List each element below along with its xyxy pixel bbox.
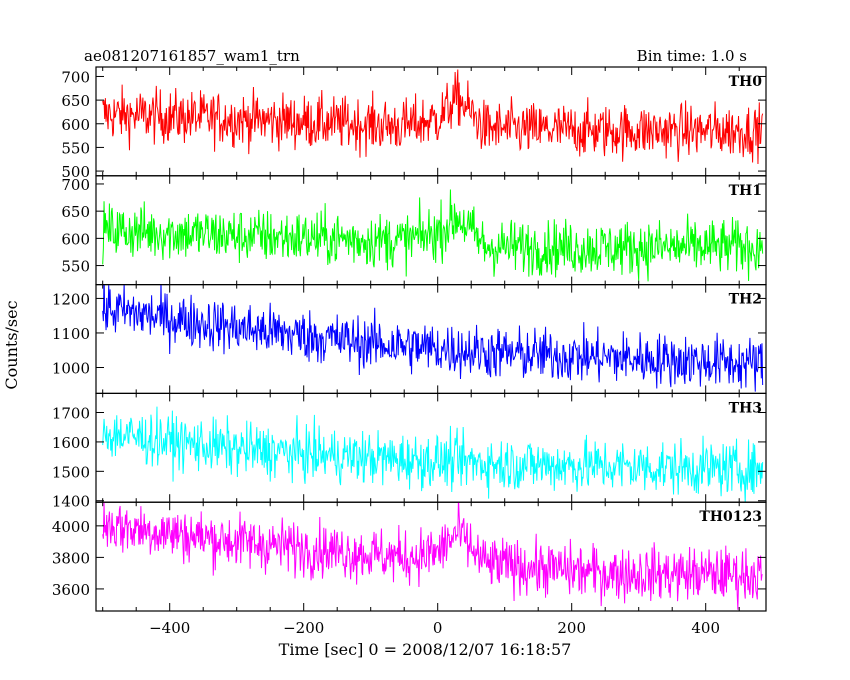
panel-frame (95, 501, 767, 612)
y-tick-label: 700 (61, 68, 90, 86)
panel-th2: 1000 1100 1200 TH2 (52, 284, 767, 395)
y-tick-label: 550 (61, 258, 90, 276)
y-axis-label: Counts/sec (2, 300, 21, 389)
x-tick-label: −200 (283, 619, 324, 637)
y-tick-label: 1200 (52, 290, 90, 308)
y-tick-label: 600 (61, 116, 90, 134)
y-tick-label: 1100 (52, 325, 90, 343)
panel-label: TH2 (729, 292, 762, 308)
y-tick-label: 650 (61, 203, 90, 221)
x-tick-label: −400 (149, 619, 190, 637)
y-tick-label: 600 (61, 230, 90, 248)
x-axis: −400 −200 0 200 400 (149, 619, 720, 637)
y-tick-label: 1400 (52, 493, 90, 511)
panels-group: 500 550 600 650 700 TH0 550 600 650 700 TH1 1000 110… (52, 66, 767, 612)
panel-th3: 1400 1500 1600 1700 TH3 (52, 392, 767, 511)
x-axis-label: Time [sec] 0 = 2008/12/07 16:18:57 (279, 640, 572, 659)
panel-th0123: 3600 3800 4000 TH0123 (52, 501, 767, 612)
panel-label: TH1 (729, 183, 762, 199)
y-tick-label: 1600 (52, 434, 90, 452)
panel-th1: 550 600 650 700 TH1 (61, 175, 767, 286)
y-tick-label: 1000 (52, 359, 90, 377)
panel-label: TH3 (729, 400, 762, 416)
chart-title: ae081207161857_wam1_trn (84, 47, 300, 65)
y-tick-label: 1700 (52, 405, 90, 423)
x-tick-label: 0 (433, 619, 443, 637)
y-tick-label: 500 (61, 163, 90, 181)
panel-label: TH0 (729, 74, 763, 90)
panel-label: TH0123 (699, 509, 762, 525)
y-tick-label: 550 (61, 139, 90, 157)
x-tick-label: 200 (557, 619, 586, 637)
y-tick-label: 4000 (52, 518, 90, 536)
y-tick-label: 650 (61, 92, 90, 110)
series-th0 (102, 69, 764, 164)
series-th3 (102, 406, 764, 503)
y-tick-label: 1500 (52, 463, 90, 481)
series-th2 (102, 284, 764, 392)
bin-time-label: Bin time: 1.0 s (637, 47, 747, 65)
y-tick-label: 3600 (52, 581, 90, 599)
y-tick-label: 3800 (52, 549, 90, 567)
panel-th0: 500 550 600 650 700 TH0 (61, 66, 767, 181)
series-th0123 (102, 502, 763, 610)
series-th1 (102, 189, 764, 282)
y-tick-label: 700 (61, 176, 90, 194)
x-tick-label: 400 (691, 619, 720, 637)
